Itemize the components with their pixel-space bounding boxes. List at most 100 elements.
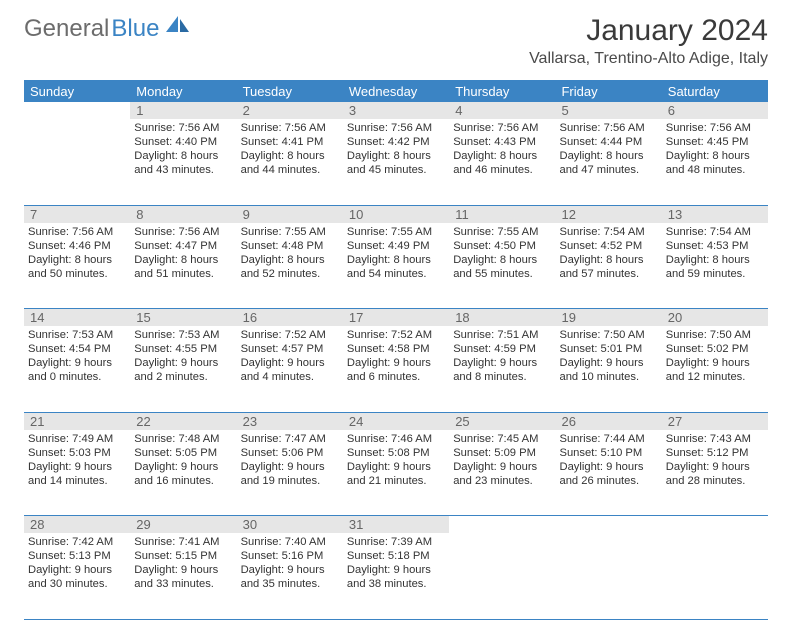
day-number (24, 102, 130, 119)
day-content: Sunrise: 7:55 AMSunset: 4:49 PMDaylight:… (343, 223, 449, 285)
logo: GeneralBlue (24, 14, 192, 43)
calendar-week-row: Sunrise: 7:42 AMSunset: 5:13 PMDaylight:… (24, 533, 768, 619)
day-number-cell: 23 (237, 412, 343, 430)
daynum-row: 21222324252627 (24, 412, 768, 430)
weekday-header: Monday (130, 81, 236, 103)
day-number-cell (555, 516, 661, 534)
weekday-header: Wednesday (343, 81, 449, 103)
day-number-cell: 8 (130, 205, 236, 223)
day-content: Sunrise: 7:56 AMSunset: 4:44 PMDaylight:… (555, 119, 661, 181)
day-content: Sunrise: 7:53 AMSunset: 4:55 PMDaylight:… (130, 326, 236, 388)
day-number: 29 (130, 516, 236, 533)
day-number: 6 (662, 102, 768, 119)
day-number: 28 (24, 516, 130, 533)
day-number-cell: 26 (555, 412, 661, 430)
day-number: 31 (343, 516, 449, 533)
day-number-cell (662, 516, 768, 534)
daynum-row: 78910111213 (24, 205, 768, 223)
weekday-header: Saturday (662, 81, 768, 103)
day-cell: Sunrise: 7:40 AMSunset: 5:16 PMDaylight:… (237, 533, 343, 619)
day-number-cell: 21 (24, 412, 130, 430)
day-number: 22 (130, 413, 236, 430)
day-number (555, 516, 661, 533)
logo-text-blue: Blue (111, 15, 159, 43)
weekday-header: Tuesday (237, 81, 343, 103)
day-number: 10 (343, 206, 449, 223)
day-number: 1 (130, 102, 236, 119)
day-content: Sunrise: 7:54 AMSunset: 4:52 PMDaylight:… (555, 223, 661, 285)
day-content: Sunrise: 7:56 AMSunset: 4:43 PMDaylight:… (449, 119, 555, 181)
day-number: 11 (449, 206, 555, 223)
day-number: 24 (343, 413, 449, 430)
day-number: 12 (555, 206, 661, 223)
day-number-cell (449, 516, 555, 534)
day-number (662, 516, 768, 533)
day-number: 14 (24, 309, 130, 326)
day-number: 2 (237, 102, 343, 119)
day-number-cell: 10 (343, 205, 449, 223)
day-cell (449, 533, 555, 619)
day-cell: Sunrise: 7:49 AMSunset: 5:03 PMDaylight:… (24, 430, 130, 516)
day-number-cell: 31 (343, 516, 449, 534)
day-content: Sunrise: 7:51 AMSunset: 4:59 PMDaylight:… (449, 326, 555, 388)
day-content: Sunrise: 7:55 AMSunset: 4:48 PMDaylight:… (237, 223, 343, 285)
day-content: Sunrise: 7:49 AMSunset: 5:03 PMDaylight:… (24, 430, 130, 492)
day-cell: Sunrise: 7:42 AMSunset: 5:13 PMDaylight:… (24, 533, 130, 619)
day-content: Sunrise: 7:43 AMSunset: 5:12 PMDaylight:… (662, 430, 768, 492)
day-cell: Sunrise: 7:44 AMSunset: 5:10 PMDaylight:… (555, 430, 661, 516)
day-cell: Sunrise: 7:39 AMSunset: 5:18 PMDaylight:… (343, 533, 449, 619)
day-number: 21 (24, 413, 130, 430)
day-content: Sunrise: 7:45 AMSunset: 5:09 PMDaylight:… (449, 430, 555, 492)
day-cell: Sunrise: 7:50 AMSunset: 5:01 PMDaylight:… (555, 326, 661, 412)
day-content: Sunrise: 7:56 AMSunset: 4:45 PMDaylight:… (662, 119, 768, 181)
daynum-row: 28293031 (24, 516, 768, 534)
day-number-cell: 15 (130, 309, 236, 327)
day-number-cell: 1 (130, 102, 236, 119)
day-number: 27 (662, 413, 768, 430)
day-content: Sunrise: 7:53 AMSunset: 4:54 PMDaylight:… (24, 326, 130, 388)
location-label: Vallarsa, Trentino-Alto Adige, Italy (529, 50, 768, 68)
day-number: 4 (449, 102, 555, 119)
day-cell (24, 119, 130, 205)
day-content: Sunrise: 7:50 AMSunset: 5:02 PMDaylight:… (662, 326, 768, 388)
day-content: Sunrise: 7:48 AMSunset: 5:05 PMDaylight:… (130, 430, 236, 492)
day-content: Sunrise: 7:40 AMSunset: 5:16 PMDaylight:… (237, 533, 343, 595)
day-cell: Sunrise: 7:55 AMSunset: 4:48 PMDaylight:… (237, 223, 343, 309)
daynum-row: 123456 (24, 102, 768, 119)
day-content: Sunrise: 7:46 AMSunset: 5:08 PMDaylight:… (343, 430, 449, 492)
day-content: Sunrise: 7:56 AMSunset: 4:40 PMDaylight:… (130, 119, 236, 181)
day-number-cell: 20 (662, 309, 768, 327)
day-number-cell: 24 (343, 412, 449, 430)
day-cell: Sunrise: 7:53 AMSunset: 4:54 PMDaylight:… (24, 326, 130, 412)
day-cell: Sunrise: 7:56 AMSunset: 4:45 PMDaylight:… (662, 119, 768, 205)
day-number-cell: 17 (343, 309, 449, 327)
day-cell: Sunrise: 7:56 AMSunset: 4:42 PMDaylight:… (343, 119, 449, 205)
day-number: 8 (130, 206, 236, 223)
calendar-week-row: Sunrise: 7:56 AMSunset: 4:40 PMDaylight:… (24, 119, 768, 205)
day-content: Sunrise: 7:41 AMSunset: 5:15 PMDaylight:… (130, 533, 236, 595)
day-number-cell (24, 102, 130, 119)
day-number (449, 516, 555, 533)
day-content: Sunrise: 7:56 AMSunset: 4:47 PMDaylight:… (130, 223, 236, 285)
day-number: 16 (237, 309, 343, 326)
day-cell: Sunrise: 7:56 AMSunset: 4:47 PMDaylight:… (130, 223, 236, 309)
day-cell: Sunrise: 7:56 AMSunset: 4:41 PMDaylight:… (237, 119, 343, 205)
logo-text-general: General (24, 15, 109, 43)
day-number-cell: 18 (449, 309, 555, 327)
day-cell: Sunrise: 7:50 AMSunset: 5:02 PMDaylight:… (662, 326, 768, 412)
day-content: Sunrise: 7:50 AMSunset: 5:01 PMDaylight:… (555, 326, 661, 388)
day-number-cell: 14 (24, 309, 130, 327)
day-content: Sunrise: 7:56 AMSunset: 4:42 PMDaylight:… (343, 119, 449, 181)
day-number-cell: 5 (555, 102, 661, 119)
day-cell (662, 533, 768, 619)
day-content: Sunrise: 7:39 AMSunset: 5:18 PMDaylight:… (343, 533, 449, 595)
day-number: 30 (237, 516, 343, 533)
day-content: Sunrise: 7:56 AMSunset: 4:46 PMDaylight:… (24, 223, 130, 285)
day-cell: Sunrise: 7:56 AMSunset: 4:40 PMDaylight:… (130, 119, 236, 205)
day-number: 7 (24, 206, 130, 223)
month-title: January 2024 (529, 14, 768, 48)
sail-icon (164, 14, 192, 43)
day-number-cell: 2 (237, 102, 343, 119)
title-block: January 2024 Vallarsa, Trentino-Alto Adi… (529, 14, 768, 68)
day-content: Sunrise: 7:56 AMSunset: 4:41 PMDaylight:… (237, 119, 343, 181)
